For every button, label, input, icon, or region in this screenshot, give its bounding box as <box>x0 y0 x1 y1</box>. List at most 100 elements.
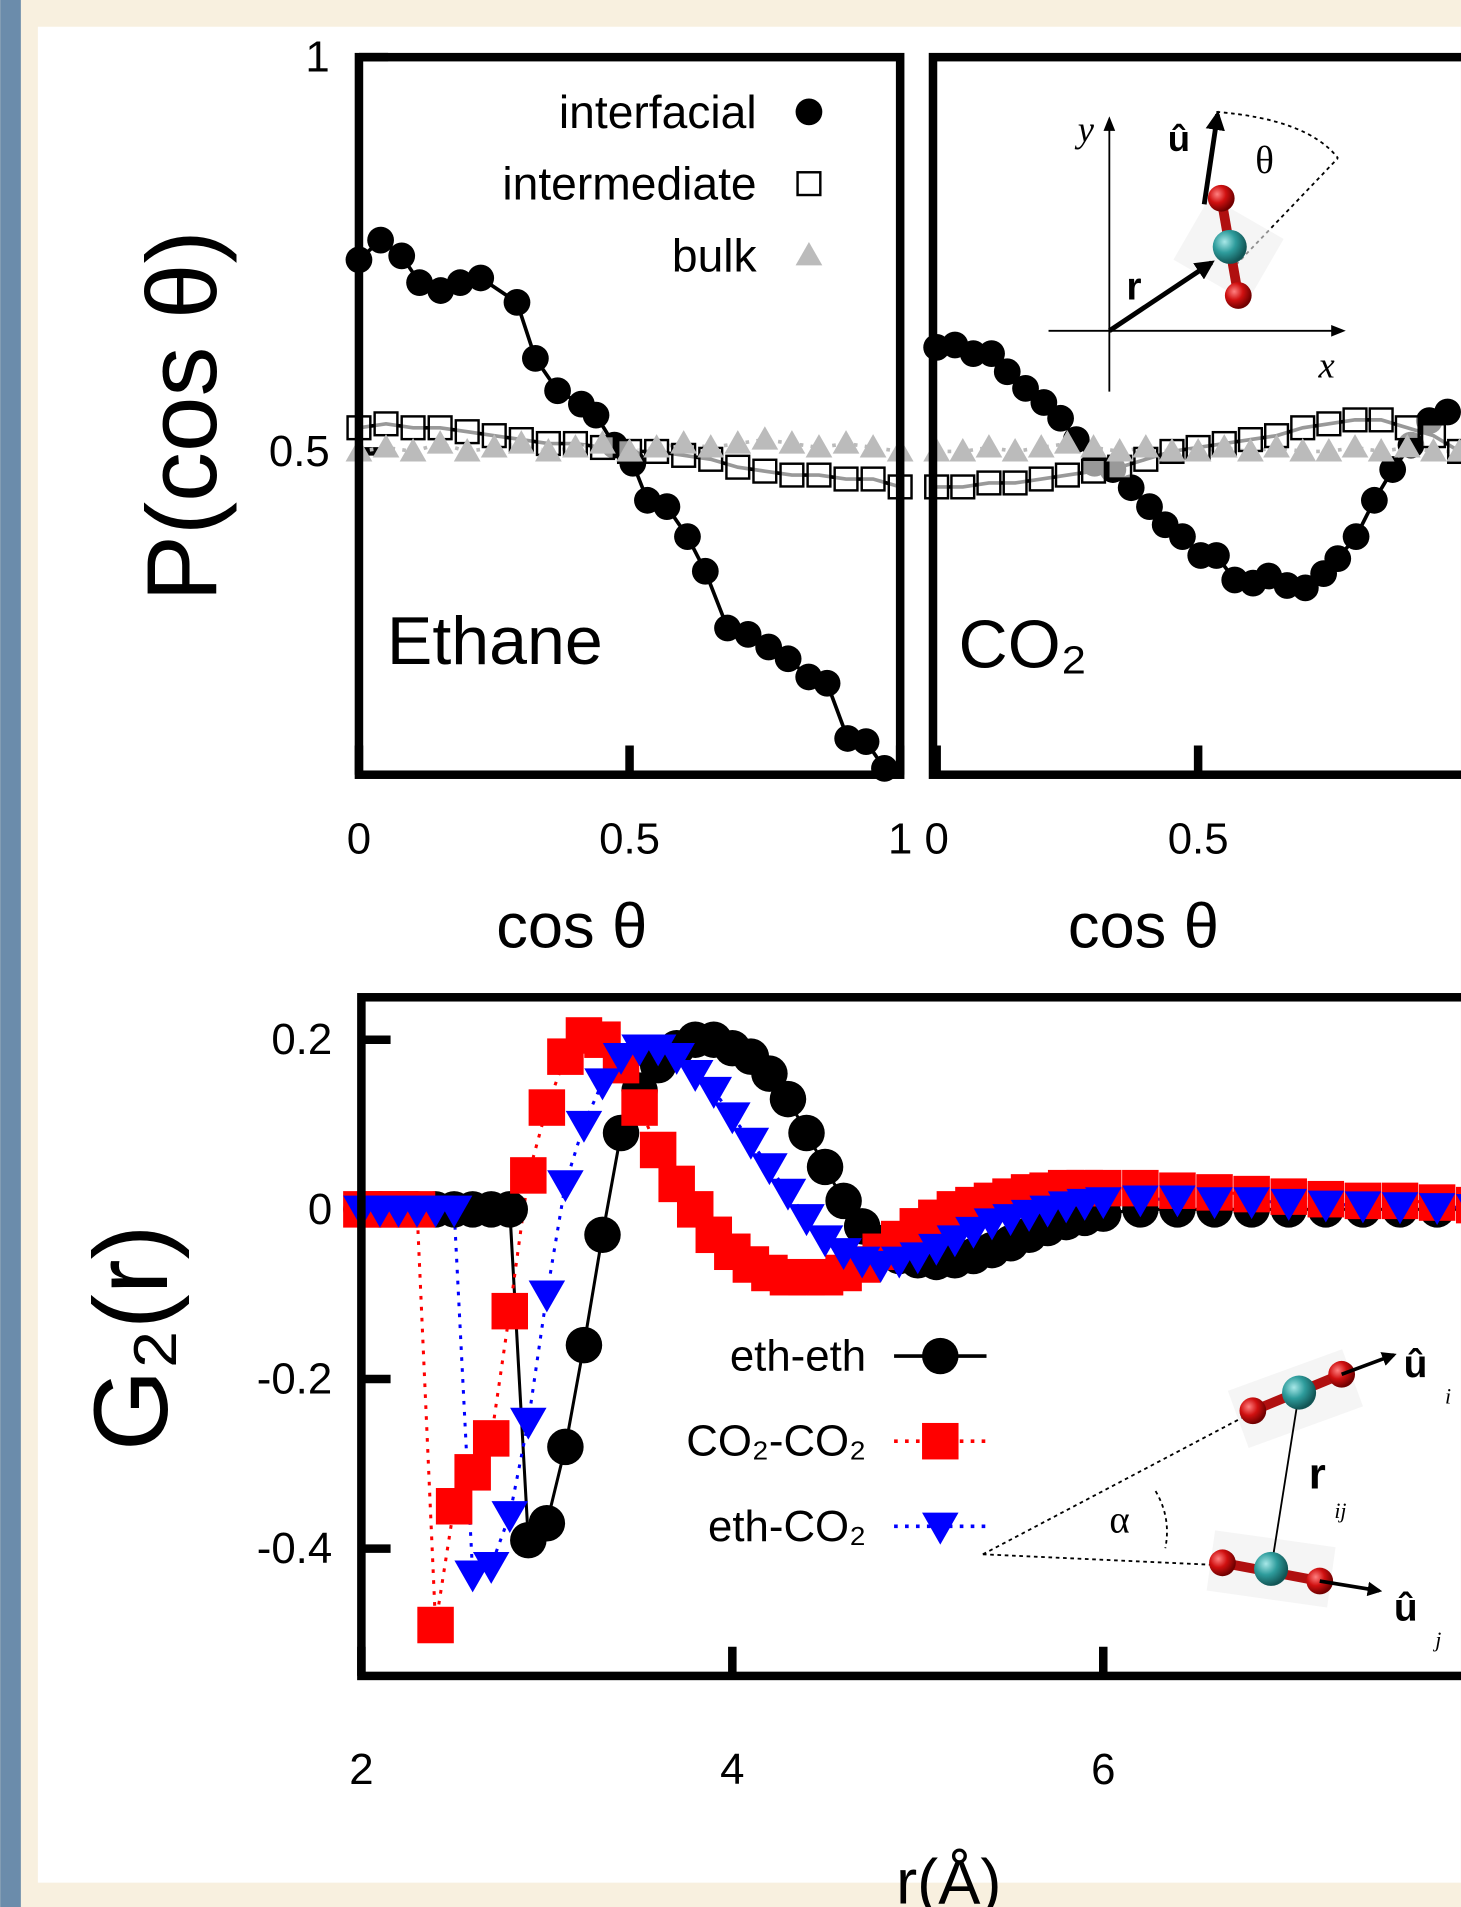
data-point <box>670 430 698 454</box>
legend-marker <box>795 98 823 126</box>
panel-label: Ethane <box>387 603 603 679</box>
legend-marker <box>796 171 822 197</box>
data-point <box>1270 1188 1307 1221</box>
plot-frame <box>357 993 1461 1681</box>
data-point <box>1054 462 1080 488</box>
data-point <box>1367 438 1395 462</box>
data-point <box>697 434 725 458</box>
data-point <box>769 1080 807 1118</box>
data-point <box>446 269 474 297</box>
data-point <box>825 1238 862 1271</box>
data-point <box>978 340 1005 368</box>
inset-label: y <box>1074 108 1095 149</box>
data-point <box>714 1102 751 1135</box>
data-point <box>639 1034 677 1067</box>
data-point <box>1136 493 1163 520</box>
y-tick-label: 0.5 <box>269 427 330 476</box>
data-point <box>1446 438 1461 462</box>
data-point <box>1324 545 1352 573</box>
data-point <box>621 1089 658 1126</box>
data-point <box>769 1178 807 1211</box>
oxygen-atom <box>1239 1397 1267 1425</box>
data-point <box>1080 434 1107 458</box>
data-point <box>860 466 886 492</box>
data-point <box>751 1055 788 1092</box>
data-point <box>1342 523 1370 550</box>
axis-guide <box>982 1409 1256 1556</box>
data-point <box>1054 430 1081 454</box>
data-point <box>1030 389 1058 416</box>
data-point <box>1291 574 1319 602</box>
inset-label: û <box>1404 1343 1428 1386</box>
data-point <box>1158 438 1186 462</box>
data-point <box>788 1114 825 1152</box>
data-point <box>950 474 976 500</box>
inset-label: ij <box>1334 1498 1346 1523</box>
data-point <box>528 1280 566 1313</box>
data-point <box>1455 1193 1461 1203</box>
data-point <box>778 430 806 454</box>
data-point <box>399 438 427 462</box>
plot-frame <box>354 52 905 779</box>
data-point <box>616 438 643 462</box>
y-axis-label: G₂(r) <box>73 1225 190 1451</box>
data-point <box>751 426 779 450</box>
data-point <box>491 1501 529 1533</box>
data-point <box>1418 1193 1456 1226</box>
data-point <box>806 1148 844 1186</box>
data-point <box>507 430 535 454</box>
data-point <box>1263 434 1290 458</box>
axis-guide <box>982 1553 1223 1567</box>
x-axis-label: r(Å) <box>896 1848 1001 1907</box>
data-point <box>658 1042 695 1075</box>
data-point <box>639 1131 677 1169</box>
legend-label: eth-CO₂ <box>708 1502 866 1551</box>
data-point <box>852 728 880 755</box>
data-point <box>1290 415 1316 441</box>
inset-label: r <box>1309 1450 1326 1499</box>
data-point <box>426 430 454 454</box>
data-point <box>779 462 805 488</box>
data-point <box>417 1606 454 1644</box>
panel-label: CO₂ <box>959 607 1088 683</box>
data-point <box>467 264 495 292</box>
data-point <box>1169 523 1196 550</box>
legend-label: bulk <box>672 229 758 281</box>
data-point <box>522 344 549 372</box>
data-point <box>491 1191 529 1228</box>
legend-label: interfacial <box>559 86 757 138</box>
x-tick-label: 0 <box>347 815 371 864</box>
angle-arc <box>1154 1490 1168 1549</box>
data-point <box>435 1195 473 1228</box>
data-point <box>993 358 1021 386</box>
data-point <box>562 434 589 458</box>
orientation-vector <box>1201 110 1225 205</box>
data-point <box>1455 1186 1461 1224</box>
legend-marker <box>795 242 823 266</box>
data-point <box>751 1153 788 1186</box>
data-point <box>565 1326 603 1364</box>
legend-label: eth-eth <box>730 1332 866 1381</box>
data-point <box>1203 542 1230 569</box>
data-point <box>788 1204 825 1237</box>
data-point <box>372 434 400 458</box>
data-point <box>1122 1185 1159 1218</box>
y-tick-label: 1 <box>305 33 329 82</box>
data-point <box>388 242 416 270</box>
data-point <box>1028 466 1054 492</box>
pair-inset: û i r ij α û j <box>982 1343 1451 1652</box>
oxygen-atom <box>1209 1549 1236 1577</box>
data-point <box>1360 486 1388 514</box>
orientation-vector <box>1319 1579 1383 1597</box>
data-point <box>695 1076 733 1109</box>
data-point <box>825 1182 862 1220</box>
data-point <box>1012 374 1039 402</box>
data-point <box>714 614 741 642</box>
data-point <box>480 434 508 458</box>
data-point <box>1132 434 1160 458</box>
data-point <box>510 1407 547 1440</box>
data-point <box>1316 411 1342 437</box>
data-point <box>975 434 1003 458</box>
